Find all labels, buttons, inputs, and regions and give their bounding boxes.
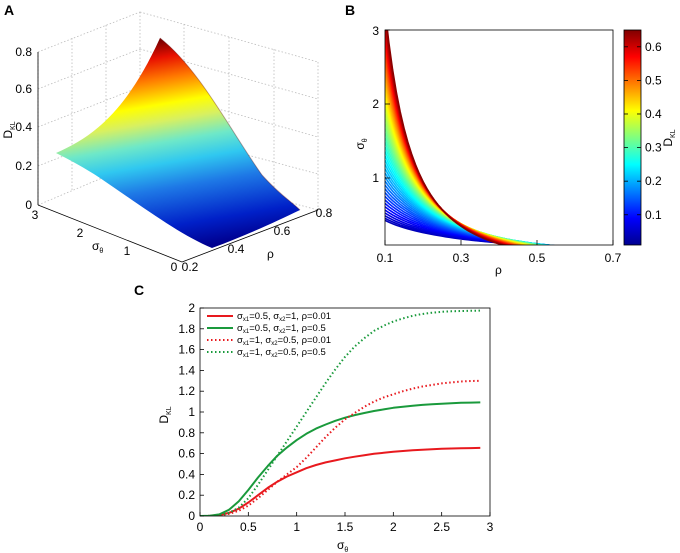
series-line-1 <box>200 446 481 516</box>
panel-label-b: B <box>345 2 355 18</box>
colorbar-tick-label: 0.4 <box>645 107 662 121</box>
panel-b-tick-marks <box>384 29 614 245</box>
legend-entry-4: σx1=1, σx2=0.5, ρ=0.5 <box>207 347 326 359</box>
panel-a-ztick: 0.6 <box>15 82 32 96</box>
y-tick-label: 1.8 <box>178 322 195 336</box>
y-tick-label: 1.6 <box>178 343 195 357</box>
svg-text:DKL: DKL <box>661 129 677 146</box>
y-tick-label: 0.4 <box>178 467 195 481</box>
y-tick-label: 1 <box>188 405 195 419</box>
svg-text:DKL: DKL <box>157 406 173 423</box>
panel-c-line-plot: 0 0.5 1 1.5 2 2.5 3 0 0.2 0.4 0.6 0.8 1 1.2 1.4 1.6 1.8 2… <box>157 301 494 553</box>
panel-b-xtick: 0.5 <box>529 251 546 265</box>
panel-c-xlabel: σθ <box>337 538 348 553</box>
y-tick-label: 0 <box>188 509 195 523</box>
y-tick-label: 1.4 <box>178 363 195 377</box>
panel-a-ztick: 0.2 <box>15 159 32 173</box>
svg-text:σθ: σθ <box>353 138 369 149</box>
panel-b-ytick: 3 <box>372 24 379 38</box>
x-tick-label: 2.5 <box>433 520 450 534</box>
svg-text:σx1=1, σx2=0.5, ρ=0.5: σx1=1, σx2=0.5, ρ=0.5 <box>237 347 326 359</box>
panel-a-ylabel: σθ <box>92 239 103 255</box>
panel-b-contour-lines <box>385 30 556 245</box>
panel-a-xlabel: ρ <box>267 247 274 261</box>
panel-b-colorbar-label: DKL <box>661 129 677 146</box>
panel-a-ztick: 0.8 <box>15 45 32 59</box>
x-tick-label: 1 <box>293 520 300 534</box>
panel-b-xtick: 0.1 <box>377 251 394 265</box>
panel-b-xlabel: ρ <box>495 263 502 277</box>
x-tick-label: 0 <box>197 520 204 534</box>
x-tick-label: 2 <box>390 520 397 534</box>
svg-text:DKL: DKL <box>1 121 17 138</box>
panel-b-contour-plot: 0.1 0.3 0.5 0.7 1 2 3 ρ σθ 0.10.20.30.40… <box>353 24 677 277</box>
x-tick-label: 1.5 <box>337 520 354 534</box>
legend-entry-1: σx1=0.5, σx2=1, ρ=0.01 <box>207 311 331 323</box>
y-tick-label: 0.2 <box>178 488 195 502</box>
panel-a-ztick: 0.4 <box>15 120 32 134</box>
panel-b-frame <box>384 29 614 246</box>
panel-c-plot-area <box>200 308 490 516</box>
panel-a-ytick: 1 <box>124 244 131 258</box>
panel-a-surface <box>56 38 300 248</box>
panel-label-c: C <box>134 282 144 298</box>
panel-a-zlabel: DKL <box>1 121 17 138</box>
colorbar-tick-label: 0.3 <box>645 141 662 155</box>
panel-a-axes <box>37 52 319 263</box>
panel-label-a: A <box>4 2 14 18</box>
panel-a-ytick: 3 <box>32 208 39 222</box>
svg-text:σx1=0.5, σx2=1, ρ=0.5: σx1=0.5, σx2=1, ρ=0.5 <box>237 323 326 335</box>
colorbar-tick-label: 0.5 <box>645 73 662 87</box>
panel-c-ylabel: DKL <box>157 406 173 423</box>
panel-b-colorbar <box>623 29 642 246</box>
panel-a-surface-plot: 0 0.2 0.4 0.6 0.8 3 2 1 0 0.2 0.4 0.6 0.… <box>1 11 333 274</box>
panel-a-ytick: 2 <box>77 226 84 240</box>
panel-a-surface-edge <box>159 37 301 211</box>
panel-b-xtick: 0.7 <box>605 251 622 265</box>
panel-c-ticks: 0 0.5 1 1.5 2 2.5 3 0 0.2 0.4 0.6 0.8 1 1.2 1.4 1.6 1.8 2 <box>178 301 493 534</box>
y-tick-label: 0.8 <box>178 426 195 440</box>
series-line-3 <box>200 379 481 516</box>
x-tick-label: 3 <box>487 520 494 534</box>
contour-line <box>386 30 506 245</box>
panel-a-xtick: 0.4 <box>228 242 245 256</box>
panel-b-xtick: 0.3 <box>453 251 470 265</box>
y-tick-label: 0.6 <box>178 447 195 461</box>
panel-a-ztick: 0 <box>25 198 32 212</box>
panel-c-series <box>200 309 481 516</box>
legend-entry-2: σx1=0.5, σx2=1, ρ=0.5 <box>207 323 326 335</box>
svg-text:σx1=1, σx2=0.5, ρ=0.01: σx1=1, σx2=0.5, ρ=0.01 <box>237 335 331 347</box>
series-line-2 <box>200 401 481 516</box>
x-tick-label: 0.5 <box>240 520 257 534</box>
panel-a-xtick: 0.2 <box>182 260 199 274</box>
panel-b-colorbar-ticks: 0.1 0.2 0.3 0.4 0.5 0.6 <box>624 40 662 222</box>
panel-a-xtick: 0.8 <box>316 206 333 220</box>
svg-text:σx1=0.5, σx2=1, ρ=0.01: σx1=0.5, σx2=1, ρ=0.01 <box>237 311 331 323</box>
colorbar-tick-label: 0.2 <box>645 174 662 188</box>
series-line-4 <box>200 309 481 516</box>
y-tick-label: 2 <box>188 301 195 315</box>
legend-entry-3: σx1=1, σx2=0.5, ρ=0.01 <box>207 335 331 347</box>
y-tick-label: 1.2 <box>178 384 195 398</box>
panel-b-ytick: 1 <box>372 171 379 185</box>
panel-c-legend: σx1=0.5, σx2=1, ρ=0.01 σx1=0.5, σx2=1, ρ… <box>207 311 331 359</box>
panel-a-xtick: 0.6 <box>274 224 291 238</box>
panel-b-ylabel: σθ <box>353 138 369 149</box>
panel-b-ytick: 2 <box>372 97 379 111</box>
colorbar-tick-label: 0.1 <box>645 208 662 222</box>
panel-a-ytick: 0 <box>171 260 178 274</box>
colorbar-tick-label: 0.6 <box>645 40 662 54</box>
